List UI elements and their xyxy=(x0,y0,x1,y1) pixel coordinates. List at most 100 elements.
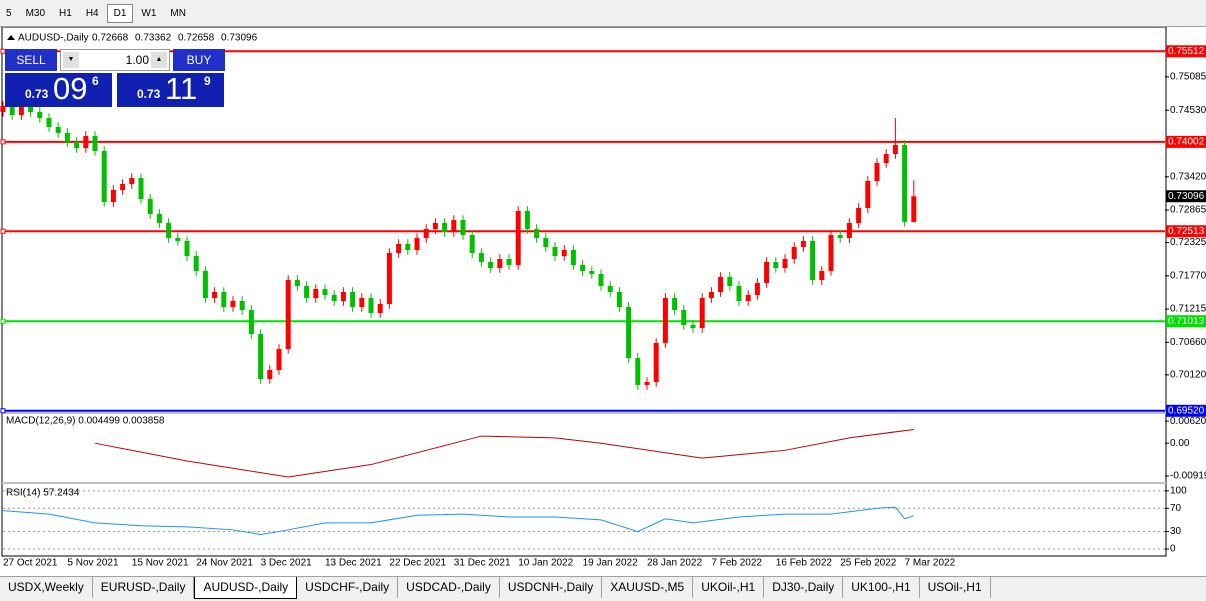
x-tick-label: 19 Jan 2022 xyxy=(583,558,638,569)
sell-button[interactable]: SELL xyxy=(5,49,57,71)
chart-tab[interactable]: UKOil-,H1 xyxy=(693,577,765,598)
candle-body xyxy=(248,310,254,334)
symbol-title: AUDUSD-,Daily xyxy=(18,33,89,44)
level-tag xyxy=(1166,315,1206,328)
candle-body xyxy=(313,289,319,298)
candle-body xyxy=(156,214,162,223)
x-tick-label: 28 Jan 2022 xyxy=(647,558,702,569)
candle-body xyxy=(902,145,908,222)
y-tick-label: 100 xyxy=(1170,485,1187,496)
candle-body xyxy=(396,244,402,253)
x-tick-label: 7 Mar 2022 xyxy=(905,558,956,569)
chart-tab[interactable]: DJ30-,Daily xyxy=(764,577,844,598)
timeframe-button[interactable]: MN xyxy=(170,7,186,19)
level-marker xyxy=(0,408,6,414)
chart-tab[interactable]: AUDUSD-,Daily xyxy=(194,577,298,599)
timeframe-button[interactable]: H4 xyxy=(85,7,99,19)
candle-body xyxy=(276,349,282,370)
candle-body xyxy=(239,301,245,310)
candle-body xyxy=(570,250,576,265)
candle-body xyxy=(911,196,917,222)
level-label: 0.75512 xyxy=(1168,46,1205,57)
candle-body xyxy=(552,247,558,256)
candle-body xyxy=(708,292,714,298)
candle-body xyxy=(83,136,89,148)
candle-body xyxy=(451,220,457,232)
chart-tab[interactable]: EURUSD-,Daily xyxy=(93,577,195,598)
candle-body xyxy=(74,142,80,148)
bid-big: 09 xyxy=(53,71,88,106)
chart-tabs: USDX,Weekly EURUSD-,Daily AUDUSD-,Daily USD… xyxy=(0,576,1206,601)
chart-tab[interactable]: USOil-,H1 xyxy=(920,577,991,598)
y-tick-label: 0.74530 xyxy=(1170,105,1206,116)
candle-body xyxy=(202,271,208,298)
ask-prefix: 0.73 xyxy=(137,87,161,101)
candle-body xyxy=(175,238,181,241)
indicator-line xyxy=(94,428,914,478)
x-tick-label: 7 Feb 2022 xyxy=(711,558,762,569)
lot-input[interactable]: 1.00 xyxy=(125,53,149,67)
level-label: 0.69520 xyxy=(1168,405,1205,416)
ask-price[interactable]: 0.73 11 9 xyxy=(117,71,224,107)
bid-price[interactable]: 0.73 09 6 xyxy=(5,71,112,107)
ohlc-low: 0.72658 xyxy=(178,33,215,44)
candle-body xyxy=(782,259,788,268)
candle-body xyxy=(55,127,61,133)
lot-box: ▼ 1.00 ▲ xyxy=(60,49,170,71)
timeframe-button[interactable]: W1 xyxy=(141,7,157,19)
candle-body xyxy=(147,199,153,214)
candle-body xyxy=(212,292,218,298)
candle-body xyxy=(129,178,135,184)
ask-small: 9 xyxy=(204,74,211,88)
candle-body xyxy=(304,286,310,298)
candle-body xyxy=(607,286,613,292)
level-tag xyxy=(1166,45,1206,58)
level-tag xyxy=(1166,404,1206,417)
y-tick-label: 0.71770 xyxy=(1170,270,1206,281)
candle-body xyxy=(681,310,687,325)
candle-body xyxy=(64,133,70,142)
candle-body xyxy=(543,238,549,247)
y-tick-label: 0 xyxy=(1170,544,1176,555)
candle-body xyxy=(368,298,374,313)
timeframe-button[interactable]: D1 xyxy=(106,3,134,23)
chart-tab[interactable]: USDCNH-,Daily xyxy=(500,577,603,598)
candle-body xyxy=(120,184,126,190)
candle-body xyxy=(626,307,632,358)
y-tick-label: 0.72325 xyxy=(1170,237,1206,248)
current-price-tag xyxy=(1166,190,1206,203)
candle-body xyxy=(0,106,6,112)
candle-body xyxy=(690,325,696,328)
chart-tab[interactable]: USDCAD-,Daily xyxy=(398,577,500,598)
timeframe-button[interactable]: M30 xyxy=(25,7,46,19)
candle-body xyxy=(405,244,411,250)
chart-tab[interactable]: XAUUSD-,M5 xyxy=(602,577,694,598)
chart-frame xyxy=(1,26,1167,557)
chart-tab[interactable]: USDCHF-,Daily xyxy=(297,577,399,598)
candle-body xyxy=(294,280,300,286)
x-tick-label: 22 Dec 2021 xyxy=(389,558,446,569)
candle-body xyxy=(258,334,264,379)
candle-body xyxy=(561,250,567,256)
candle-body xyxy=(469,235,475,253)
x-tick-label: 13 Dec 2021 xyxy=(325,558,382,569)
y-tick-label: 0.71215 xyxy=(1170,304,1206,315)
current-price-label: 0.73096 xyxy=(1168,191,1205,202)
x-tick-label: 16 Feb 2022 xyxy=(776,558,833,569)
candle-body xyxy=(598,274,604,286)
chart-tab[interactable]: USDX,Weekly xyxy=(0,577,93,598)
candle-body xyxy=(856,208,862,223)
candle-body xyxy=(488,262,494,268)
buy-button[interactable]: BUY xyxy=(173,49,225,71)
candle-body xyxy=(46,118,52,127)
chart-tab[interactable]: UK100-,H1 xyxy=(843,577,920,598)
lot-down[interactable]: ▼ xyxy=(63,52,79,68)
timeframe-button[interactable]: H1 xyxy=(59,7,72,19)
candle-body xyxy=(773,262,779,268)
x-tick-label: 31 Dec 2021 xyxy=(454,558,511,569)
candle-body xyxy=(616,292,622,307)
candle-body xyxy=(497,259,503,268)
lot-up[interactable]: ▲ xyxy=(151,52,167,68)
timeframe-button[interactable]: 5 xyxy=(6,7,12,19)
candle-body xyxy=(534,229,540,238)
